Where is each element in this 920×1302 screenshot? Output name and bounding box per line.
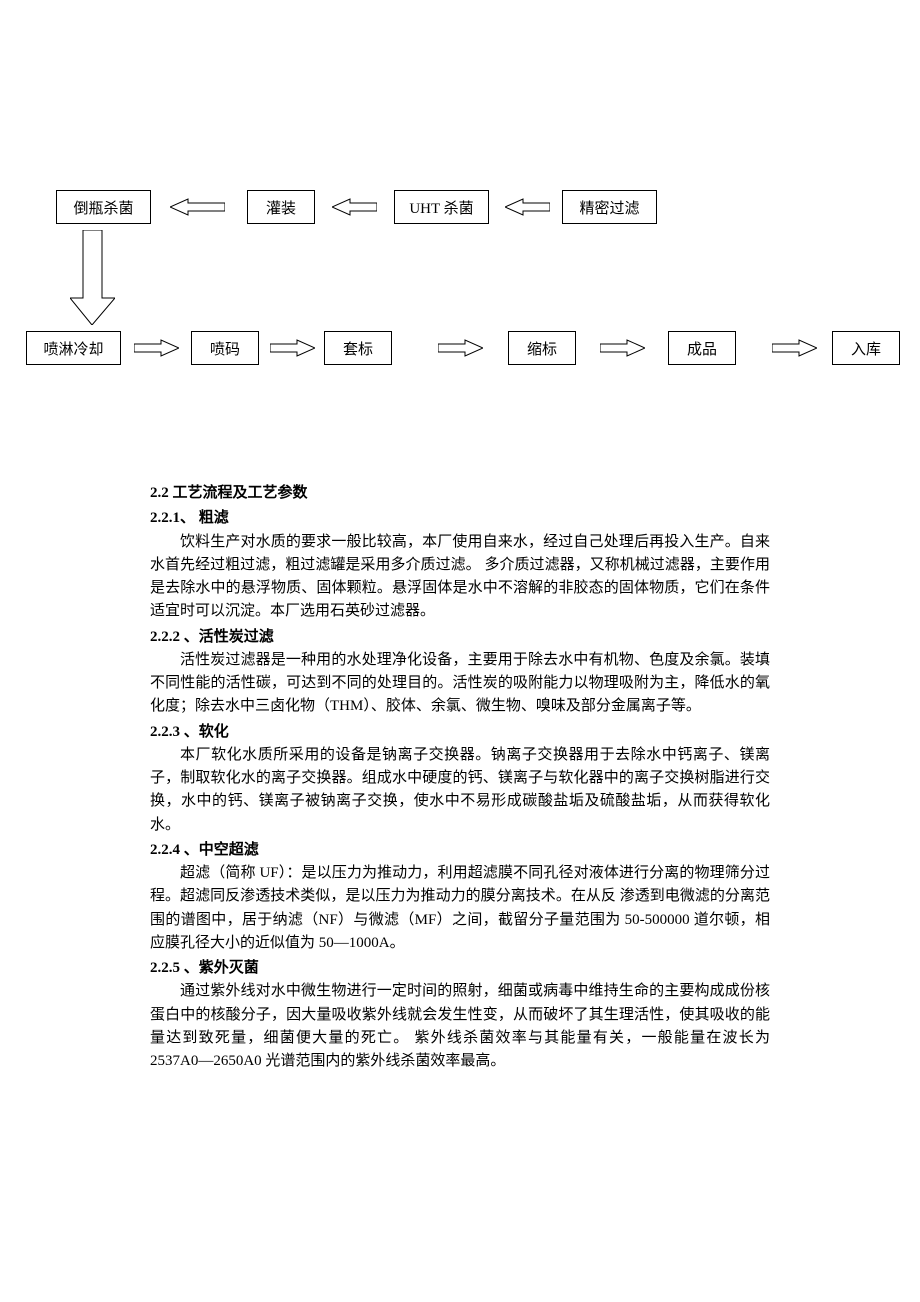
flow-box-spray-cool: 喷淋冷却	[26, 331, 121, 365]
paragraph-2-2-1: 饮料生产对水质的要求一般比较高，本厂使用自来水，经过自己处理后再投入生产。自来水…	[150, 531, 770, 624]
heading-2-2-2: 2.2.2 、活性炭过滤	[150, 626, 770, 649]
flow-box-invert-sterilize: 倒瓶杀菌	[56, 190, 151, 224]
heading-2-2: 2.2 工艺流程及工艺参数	[150, 482, 770, 505]
flow-box-uht: UHT 杀菌	[394, 190, 489, 224]
document-body: 2.2 工艺流程及工艺参数 2.2.1、 粗滤 饮料生产对水质的要求一般比较高，…	[0, 380, 920, 1113]
heading-2-2-5: 2.2.5 、紫外灭菌	[150, 957, 770, 980]
arrow-right-icon	[134, 339, 179, 357]
paragraph-2-2-2: 活性炭过滤器是一种用的水处理净化设备，主要用于除去水中有机物、色度及余氯。装填不…	[150, 649, 770, 719]
arrow-left-icon	[170, 198, 225, 216]
flow-box-filling: 灌装	[247, 190, 315, 224]
flow-box-sleeve-label: 套标	[324, 331, 392, 365]
paragraph-2-2-4: 超滤（简称 UF）：是以压力为推动力，利用超滤膜不同孔径对液体进行分离的物理筛分…	[150, 862, 770, 955]
heading-2-2-1: 2.2.1、 粗滤	[150, 507, 770, 530]
arrow-right-icon	[438, 339, 483, 357]
paragraph-2-2-3: 本厂软化水质所采用的设备是钠离子交换器。钠离子交换器用于去除水中钙离子、镁离子，…	[150, 744, 770, 837]
arrow-right-icon	[772, 339, 817, 357]
heading-2-2-3: 2.2.3 、软化	[150, 721, 770, 744]
flow-box-shrink-label: 缩标	[508, 331, 576, 365]
flow-box-precision-filter: 精密过滤	[562, 190, 657, 224]
flow-box-warehouse: 入库	[832, 331, 900, 365]
arrow-right-icon	[600, 339, 645, 357]
flow-box-product: 成品	[668, 331, 736, 365]
process-flow-diagram: 倒瓶杀菌 灌装 UHT 杀菌 精密过滤 喷淋冷却 喷码 套标 缩标 成品 入库	[0, 0, 920, 380]
arrow-left-icon	[332, 198, 377, 216]
heading-2-2-4: 2.2.4 、中空超滤	[150, 839, 770, 862]
arrow-down-icon	[70, 230, 115, 325]
flow-box-inkjet: 喷码	[191, 331, 259, 365]
arrow-left-icon	[505, 198, 550, 216]
paragraph-2-2-5: 通过紫外线对水中微生物进行一定时间的照射，细菌或病毒中维持生命的主要构成成份核蛋…	[150, 980, 770, 1073]
arrow-right-icon	[270, 339, 315, 357]
